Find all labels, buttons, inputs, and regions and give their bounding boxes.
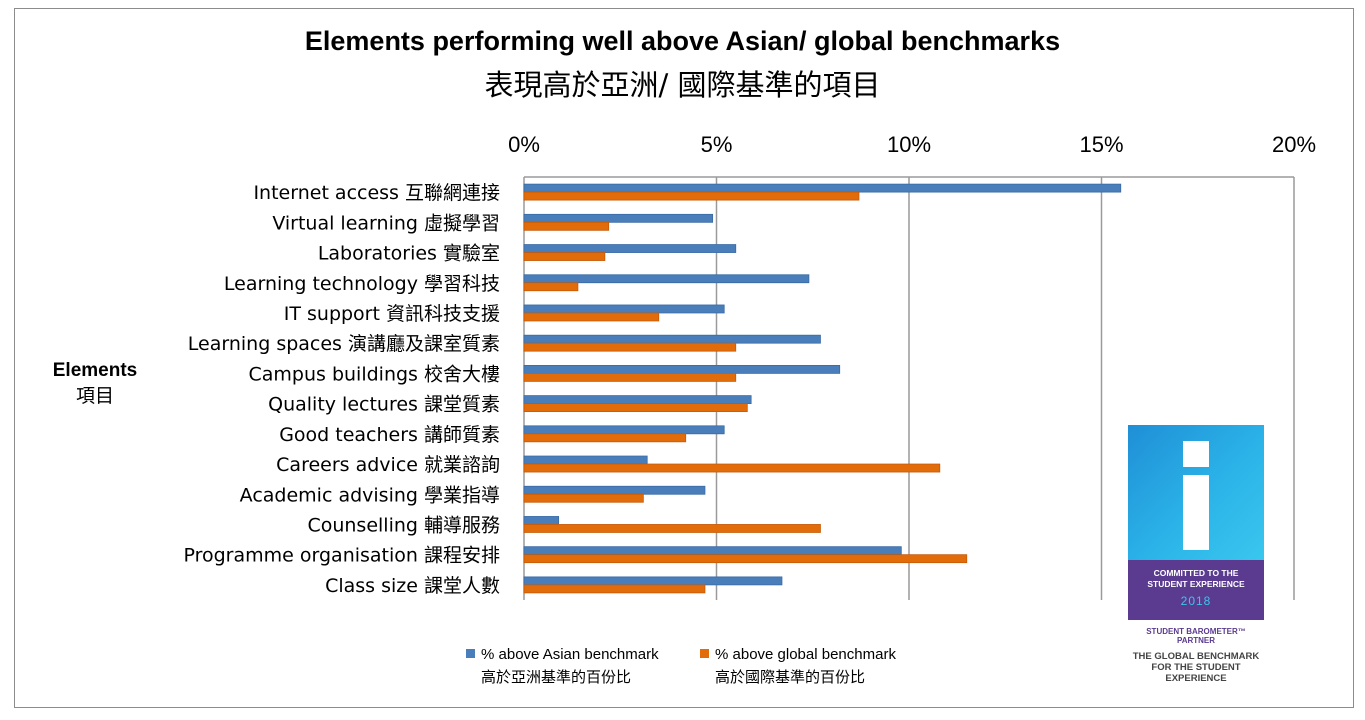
bar-global (523, 191, 860, 201)
student-barometer-badge: COMMITTED TO THE STUDENT EXPERIENCE 2018… (1128, 425, 1264, 684)
x-tick-label: 20% (1272, 132, 1316, 157)
bar-global (523, 312, 660, 322)
category-label: Class size 課堂人數 (325, 575, 500, 597)
category-label: IT support 資訊科技支援 (284, 303, 500, 325)
i-logo-stem (1183, 475, 1209, 550)
legend-item-global: % above global benchmark 高於國際基準的百份比 (700, 644, 896, 688)
badge-commit-line1: COMMITTED TO THE (1153, 568, 1239, 578)
bar-asian (523, 485, 706, 495)
chart-frame (14, 8, 1354, 708)
bar-asian (523, 334, 821, 344)
x-tick-label: 10% (887, 132, 931, 157)
bar-asian (523, 364, 841, 374)
category-label: Internet access 互聯網連接 (253, 182, 500, 204)
chart-title: Elements performing well above Asian/ gl… (304, 26, 1061, 56)
bar-asian (523, 455, 648, 465)
x-tick-label: 5% (701, 132, 733, 157)
x-tick-label: 15% (1079, 132, 1123, 157)
legend-label-global: % above global benchmark (715, 646, 896, 663)
bar-asian (523, 516, 560, 525)
category-label: Programme organisation 課程安排 (183, 545, 500, 567)
badge-partner-text: STUDENT BAROMETER™ PARTNER (1146, 627, 1246, 645)
x-tick-label: 0% (508, 132, 540, 157)
bar-asian (523, 213, 714, 223)
bar-global (523, 463, 941, 473)
category-label: Learning spaces 演講廳及課室質素 (188, 333, 500, 355)
badge-global-benchmark: THE GLOBAL BENCHMARK FOR THE STUDENT EXP… (1128, 651, 1264, 684)
bar-global (523, 554, 968, 564)
bar-asian (523, 395, 752, 405)
bar-global (523, 221, 610, 231)
bar-asian (523, 425, 725, 435)
bar-global (523, 584, 706, 594)
bar-global (523, 252, 606, 261)
category-label: Virtual learning 虛擬學習 (272, 212, 500, 234)
bar-global (523, 524, 821, 533)
category-label: Quality lectures 課堂質素 (268, 394, 500, 416)
bar-asian (523, 183, 1122, 193)
y-axis-title-zh: 項目 (75, 386, 114, 407)
i-logo-dot (1183, 441, 1209, 467)
badge-global-line1: THE GLOBAL BENCHMARK (1132, 651, 1260, 662)
category-label: Learning technology 學習科技 (224, 273, 500, 295)
y-axis-title-en: Elements (52, 360, 138, 381)
bar-global (523, 342, 737, 352)
badge-year: 2018 (1180, 594, 1212, 608)
legend-swatch-global (700, 649, 709, 658)
bar-global (523, 372, 737, 382)
legend-swatch-asian (466, 649, 475, 658)
badge-commitment-panel: COMMITTED TO THE STUDENT EXPERIENCE 2018 (1128, 560, 1264, 620)
chart-subtitle: 表現高於亞洲/ 國際基準的項目 (484, 68, 881, 102)
bar-asian (523, 546, 902, 556)
badge-commit-line2: STUDENT EXPERIENCE (1147, 579, 1245, 589)
category-label: Laboratories 實驗室 (318, 243, 500, 265)
legend-label-global-zh: 高於國際基準的百份比 (715, 668, 866, 686)
y-axis-title: Elements 項目 (40, 358, 150, 410)
bar-global (523, 493, 644, 503)
legend-label-asian: % above Asian benchmark (481, 646, 659, 663)
category-label: Counselling 輔導服務 (307, 514, 500, 536)
category-label: Good teachers 講師質素 (279, 424, 500, 446)
legend-label-asian-zh: 高於亞洲基準的百份比 (481, 668, 632, 686)
bar-asian (523, 274, 810, 284)
legend-item-asian: % above Asian benchmark 高於亞洲基準的百份比 (466, 644, 659, 688)
category-label: Academic advising 學業指導 (240, 484, 500, 506)
bar-global (523, 433, 687, 443)
bar-global (523, 282, 579, 292)
bar-asian (523, 244, 737, 253)
bar-asian (523, 304, 725, 314)
bar-asian (523, 576, 783, 586)
badge-i-logo (1128, 425, 1264, 560)
category-label: Campus buildings 校舍大樓 (249, 363, 501, 385)
badge-global-line2: FOR THE STUDENT EXPERIENCE (1151, 662, 1241, 684)
bar-global (523, 403, 748, 413)
category-label: Careers advice 就業諮詢 (276, 454, 500, 476)
